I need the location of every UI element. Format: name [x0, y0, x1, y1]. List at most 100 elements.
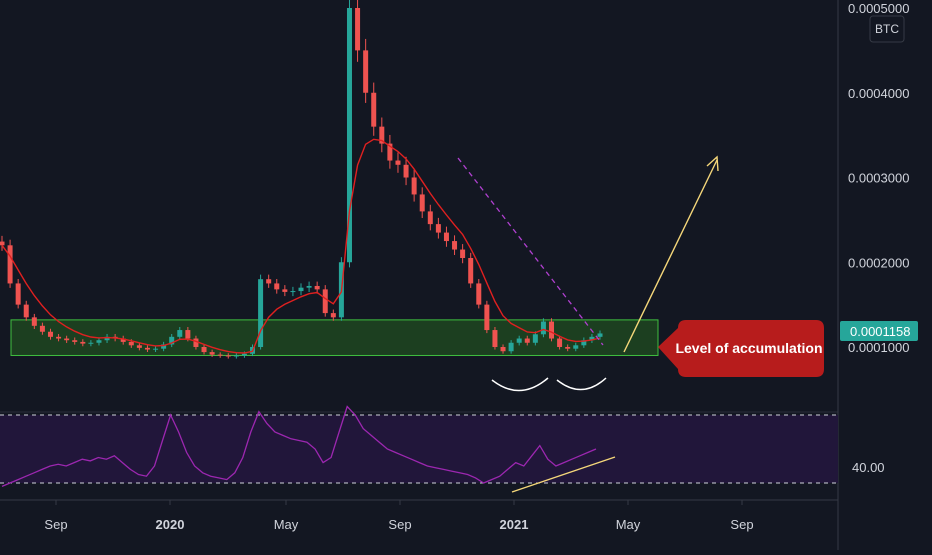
downtrend-dashed-line	[457, 157, 604, 346]
price-axis-tick: 0.0005000	[848, 1, 909, 16]
candle-body	[411, 177, 417, 195]
candle-body	[500, 347, 506, 352]
candle-body	[476, 283, 482, 305]
time-axis-tick: 2021	[500, 517, 529, 532]
candle-body	[298, 287, 304, 292]
candle-body	[96, 340, 102, 343]
price-axis-tick: 0.0003000	[848, 171, 909, 186]
time-axis: Sep 2020 May Sep 2021 May Sep	[44, 500, 754, 532]
candle-body	[306, 285, 312, 288]
candle-body	[379, 126, 385, 144]
candle-body	[581, 340, 587, 346]
candle-body	[7, 245, 13, 284]
candle-body	[39, 325, 45, 332]
candle-body	[314, 285, 320, 290]
candle-body	[524, 338, 530, 343]
candle-body	[217, 354, 223, 356]
price-axis: 0.0001000 0.0002000 0.0003000 0.0004000 0.00…	[848, 1, 909, 355]
candle-body	[573, 345, 579, 349]
rsi-band	[0, 415, 838, 483]
candle-body	[136, 345, 142, 348]
candle-body	[144, 347, 150, 350]
candle-body	[597, 333, 603, 337]
candle-body	[565, 347, 571, 349]
candle-body	[225, 355, 231, 357]
candle-body	[161, 344, 167, 349]
candle-body	[201, 347, 207, 353]
candle-body	[233, 355, 239, 357]
candle-body	[492, 330, 498, 347]
candle-body	[460, 249, 466, 259]
time-axis-tick: May	[616, 517, 641, 532]
time-axis-tick: Sep	[44, 517, 67, 532]
candle-body	[0, 241, 5, 246]
candle-body	[64, 338, 70, 341]
candle-body	[363, 50, 369, 93]
candle-body	[56, 336, 62, 339]
rsi-trendline	[511, 456, 616, 493]
candle-body	[193, 338, 199, 347]
candle-body	[516, 338, 522, 343]
target-arrowhead	[706, 155, 719, 172]
candle-body	[532, 334, 538, 343]
rsi-line	[1, 405, 597, 487]
candle-body	[589, 336, 595, 341]
last-price-label: 0.0001158	[850, 324, 911, 339]
candle-body	[346, 8, 352, 263]
candle-body	[508, 342, 514, 352]
candle-body	[23, 304, 29, 318]
last-price-marker	[840, 321, 918, 341]
candle-body	[15, 283, 21, 305]
candle-body	[31, 317, 37, 326]
candle-body	[177, 330, 183, 337]
annotation-callout[interactable]	[658, 320, 824, 377]
candle-body	[419, 194, 425, 212]
currency-badge-box[interactable]	[869, 15, 905, 43]
candle-body	[435, 224, 441, 233]
target-arrow-line	[623, 159, 718, 353]
candle-body	[443, 232, 449, 242]
annotation-text: Level of accumulation	[675, 340, 822, 356]
candle-body	[258, 279, 264, 347]
candle-body	[371, 92, 377, 127]
candle-body	[47, 331, 53, 337]
candle-body	[452, 241, 458, 250]
candle-body	[282, 289, 288, 292]
time-axis-tick: 2020	[156, 517, 185, 532]
moving-average-line	[1, 138, 601, 354]
price-axis-tick: 0.0004000	[848, 86, 909, 101]
candle-body	[169, 336, 175, 345]
candle-body	[540, 321, 546, 335]
candle-body	[322, 289, 328, 314]
candle-body	[72, 340, 78, 342]
bottom-arc-1	[491, 377, 549, 392]
candles-group	[0, 0, 603, 359]
candle-body	[355, 8, 361, 51]
candle-body	[80, 341, 86, 344]
bottom-arc-2	[556, 377, 607, 391]
candle-body	[241, 353, 247, 356]
candle-body	[88, 342, 94, 344]
candle-body	[209, 352, 215, 355]
candle-body	[120, 338, 126, 342]
time-axis-tick: May	[274, 517, 299, 532]
candle-body	[128, 341, 134, 346]
candle-body	[274, 283, 280, 290]
rsi-axis-tick-40: 40.00	[852, 460, 885, 475]
candle-body	[153, 348, 159, 350]
currency-badge: BTC	[875, 22, 899, 36]
candle-body	[266, 279, 272, 284]
candle-body	[557, 338, 563, 347]
candle-body	[468, 258, 474, 284]
candle-body	[403, 164, 409, 178]
candle-body	[387, 143, 393, 161]
candle-body	[549, 321, 555, 339]
candle-body	[395, 160, 401, 165]
candle-body	[104, 336, 110, 341]
candle-body	[427, 211, 433, 225]
time-axis-tick: Sep	[730, 517, 753, 532]
candle-body	[330, 313, 336, 318]
time-axis-tick: Sep	[388, 517, 411, 532]
candle-body	[185, 330, 191, 339]
